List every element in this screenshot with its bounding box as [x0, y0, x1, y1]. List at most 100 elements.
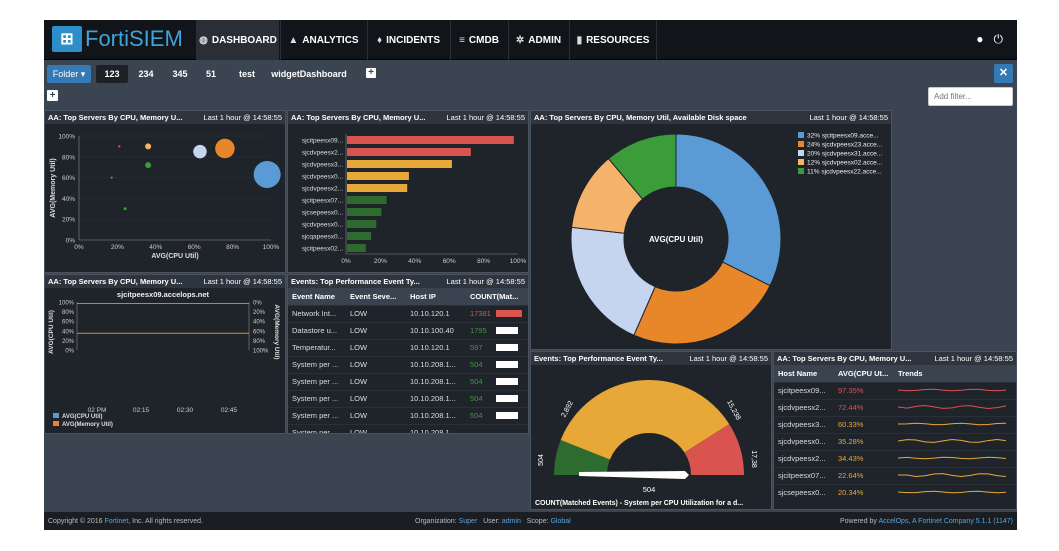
y-tick-label: 40%	[62, 196, 75, 203]
right-y-tick-label: 60%	[253, 329, 266, 335]
bar-category-label: sjcdvpeesx2...	[302, 186, 343, 193]
table-row[interactable]: System per ... LOW 10.10.208.1...	[288, 423, 528, 433]
nav-tab-resources[interactable]: ▮ RESOURCES	[569, 20, 657, 60]
left-y-tick-label: 60%	[62, 320, 75, 326]
trend-cell	[894, 415, 1016, 433]
close-icon[interactable]: ✕	[994, 64, 1013, 83]
column-header[interactable]: Event Name	[288, 288, 346, 305]
count-wrapper: 17381	[470, 309, 528, 318]
x-tick-label: 80%	[226, 244, 239, 251]
bar-category-label: sjcitpeesx09...	[302, 138, 343, 145]
widget-header[interactable]: Events: Top Performance Event Ty... Last …	[531, 352, 771, 365]
copyright-post: , Inc. All rights reserved.	[128, 517, 203, 525]
gauge-min-label: 504	[538, 454, 545, 466]
gauge-chart: 504 2,892 15,238 17,38 504 COUNT(Matched Even…	[535, 380, 757, 507]
fortinet-link[interactable]: Fortinet	[104, 517, 129, 525]
fortisiem-logo[interactable]: ⊞ FortiSIEM	[52, 25, 183, 53]
table-cell: LOW	[346, 304, 406, 322]
add-filter-input[interactable]	[928, 87, 1013, 106]
trend-cell	[894, 381, 1016, 399]
nav-tab-cmdb[interactable]: ≡ CMDB	[450, 20, 507, 60]
widget-title: AA: Top Servers By CPU, Memory U...	[291, 113, 426, 122]
accelops-link[interactable]: AccelOps, A Fortinet Company 5.1.1 (1147…	[878, 517, 1014, 525]
cpu-value-cell: 97.35%	[834, 381, 894, 399]
trend-cell	[894, 483, 1016, 501]
table-row[interactable]: sjcitpeesx09... 97.35%	[774, 381, 1016, 399]
user-icon[interactable]: ●	[976, 32, 984, 46]
bar	[347, 196, 387, 204]
table-row[interactable]: System per ... LOW 10.10.208.1... 504	[288, 389, 528, 407]
table-row[interactable]: Network Int... LOW 10.10.120.1 17381	[288, 304, 528, 322]
donut-slice	[675, 133, 782, 287]
table-row[interactable]: sjcdvpeesx3... 60.33%	[774, 415, 1016, 433]
widget-header[interactable]: AA: Top Servers By CPU, Memory U... Last …	[45, 111, 285, 124]
count-wrapper: 504	[470, 394, 528, 403]
power-icon[interactable]: ⏻	[993, 32, 1004, 46]
dashboard-tab-123[interactable]: 123	[96, 65, 128, 83]
count-wrapper	[470, 429, 528, 433]
dashboard-tab-test[interactable]: test	[238, 69, 255, 79]
count-value: 504	[470, 411, 483, 420]
donut-chart: AVG(CPU Util) 32% sjcitpeesx09.acce... 24%…	[570, 132, 882, 345]
table-row[interactable]: sjcdvpeesx0... 35.28%	[774, 432, 1016, 450]
nav-tab-admin[interactable]: ✲ ADMIN	[508, 20, 568, 60]
dashboard-tab-bar: Folder ▾ 123 234 345 51 test widgetDashb…	[44, 61, 1017, 85]
column-header[interactable]: Trends	[894, 365, 1016, 382]
count-cell: 1795	[466, 321, 528, 339]
table-row[interactable]: sjcdvpeesx2... 72.44%	[774, 398, 1016, 416]
dashboard-tab-widgetdashboard[interactable]: widgetDashboard	[271, 69, 347, 79]
widget-header[interactable]: Events: Top Performance Event Ty... Last …	[288, 275, 528, 288]
sparkline	[897, 404, 1007, 409]
host-name-cell: sjcitpeesx07...	[774, 466, 834, 484]
dashboard-tab-345[interactable]: 345	[172, 69, 188, 79]
top-right-icons: ● ⏻	[976, 32, 1003, 47]
table-cell: System per ...	[288, 372, 346, 390]
legend-swatch	[798, 150, 804, 156]
count-bar	[496, 412, 519, 419]
widget-title: AA: Top Servers By CPU, Memory U...	[48, 113, 183, 122]
table-cell: Temperatur...	[288, 338, 346, 356]
nav-tab-dashboard[interactable]: ◍ DASHBOARD	[196, 20, 279, 60]
widget-header[interactable]: AA: Top Servers By CPU, Memory U... Last …	[774, 352, 1016, 365]
app-window: ⊞ FortiSIEM ◍ DASHBOARD ▲ ANALYTICS ♦ INCID…	[44, 20, 1017, 530]
copyright-pre: Copyright © 2016	[48, 517, 105, 525]
y-tick-label: 0%	[66, 238, 76, 245]
column-header[interactable]: Host Name	[774, 365, 834, 382]
x-tick-label: 100%	[263, 244, 280, 251]
left-y-tick-label: 40%	[62, 329, 75, 335]
add-dashboard-tab-icon[interactable]: +	[366, 68, 376, 78]
table-row[interactable]: sjcsepeesx0... 20.34%	[774, 483, 1016, 501]
sparkline	[897, 472, 1007, 477]
table-row[interactable]: sjcitpeesx07... 22.64%	[774, 466, 1016, 484]
widget-events-table: Events: Top Performance Event Ty... Last …	[287, 274, 529, 434]
table-row[interactable]: sjcdvpeesx2... 34.43%	[774, 449, 1016, 467]
table-row[interactable]: System per ... LOW 10.10.208.1... 504	[288, 372, 528, 390]
dashboard-tab-51[interactable]: 51	[205, 69, 216, 79]
table-cell: System per ...	[288, 355, 346, 373]
widget-header[interactable]: AA: Top Servers By CPU, Memory U... Last …	[288, 111, 528, 124]
table-row[interactable]: Temperatur... LOW 10.10.120.1 597	[288, 338, 528, 356]
sparkline-path	[897, 490, 1007, 494]
table-cell: 10.10.208.1...	[406, 406, 466, 424]
nav-tab-incidents[interactable]: ♦ INCIDENTS	[367, 20, 449, 60]
column-header[interactable]: AVG(CPU Ut...	[834, 365, 894, 382]
table-row[interactable]: System per ... LOW 10.10.208.1... 504	[288, 355, 528, 373]
sparkline-path	[897, 388, 1007, 391]
x-tick-label: 20%	[111, 244, 124, 251]
cpu-value-cell: 35.28%	[834, 432, 894, 450]
folder-dropdown-button[interactable]: Folder ▾	[47, 65, 91, 83]
column-header[interactable]: Event Seve...	[346, 288, 406, 305]
add-widget-icon[interactable]: +	[47, 90, 58, 101]
gauge-value-label: 504	[643, 485, 656, 494]
table-row[interactable]: System per ... LOW 10.10.208.1... 504	[288, 406, 528, 424]
column-header[interactable]: Host IP	[406, 288, 466, 305]
widget-trend-table: AA: Top Servers By CPU, Memory U... Last …	[773, 351, 1017, 510]
widget-header[interactable]: AA: Top Servers By CPU, Memory U... Last …	[45, 275, 285, 288]
legend-label: 20% sjcdvpeesx31.acce...	[807, 151, 882, 158]
widget-header[interactable]: AA: Top Servers By CPU, Memory Util, Ava…	[531, 111, 891, 124]
dashboard-tab-234[interactable]: 234	[138, 69, 154, 79]
table-row[interactable]: Datastore u... LOW 10.10.100.40 1795	[288, 321, 528, 339]
column-header[interactable]: COUNT(Mat...	[466, 288, 528, 305]
count-value: 1795	[470, 326, 487, 335]
nav-tab-analytics[interactable]: ▲ ANALYTICS	[280, 20, 366, 60]
